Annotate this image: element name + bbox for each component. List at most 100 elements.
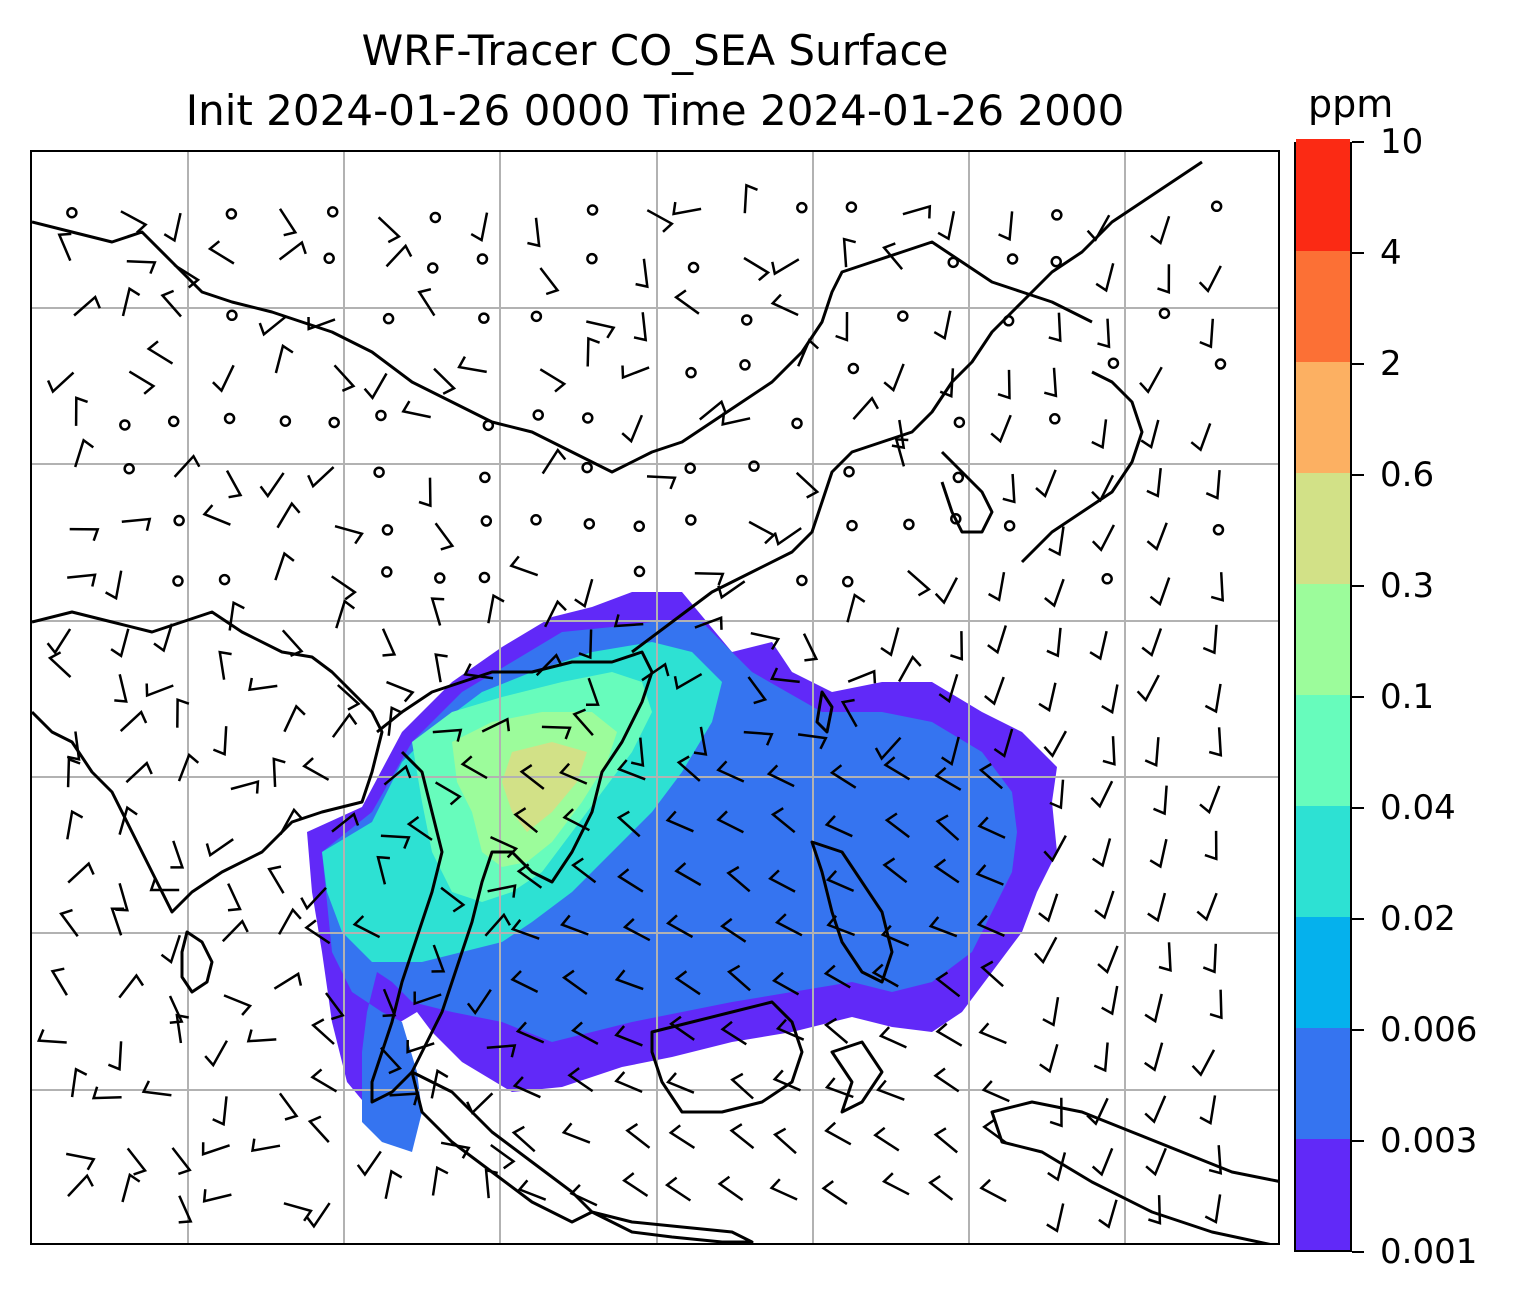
wind-barb: [665, 914, 694, 939]
wind-barb: [716, 810, 744, 834]
wind-barb: [1044, 578, 1065, 608]
wind-barb: [487, 593, 505, 624]
wind-barb: [383, 764, 412, 786]
wind-barb: [535, 653, 563, 677]
wind-barb: [380, 834, 411, 849]
wind-barb: [1086, 214, 1111, 242]
wind-barb: [878, 1026, 907, 1049]
calm-wind-marker: [1003, 520, 1016, 532]
wind-barb: [1139, 366, 1163, 394]
calm-wind-marker: [427, 262, 439, 274]
calm-wind-marker: [382, 312, 395, 325]
wind-barb: [622, 1172, 649, 1197]
wind-barb: [145, 683, 174, 698]
wind-barb: [840, 698, 858, 728]
wind-barb: [1097, 945, 1119, 974]
wind-barb: [1038, 682, 1057, 713]
colorbar-tick-label: 0.04: [1380, 788, 1456, 828]
calm-wind-marker: [633, 565, 646, 578]
wind-barb: [66, 731, 81, 761]
wind-barb: [729, 1123, 755, 1150]
wind-barb: [1157, 264, 1171, 295]
colorbar-tick: [1352, 363, 1364, 365]
wind-barb: [928, 1175, 954, 1201]
wind-barb: [273, 971, 303, 990]
wind-barb: [1048, 312, 1062, 343]
wind-barb: [160, 934, 181, 965]
wind-barb: [898, 654, 922, 683]
wind-barb: [717, 580, 746, 600]
wind-barb: [74, 396, 89, 426]
wind-barb: [976, 914, 1005, 937]
coastline-new-guinea: [990, 1100, 1278, 1243]
wind-barb: [1043, 367, 1058, 398]
wind-barb: [694, 616, 723, 630]
wind-barb: [797, 338, 820, 367]
wind-barb: [126, 1147, 148, 1176]
calm-wind-marker: [1006, 253, 1019, 265]
wind-barb: [569, 1184, 598, 1207]
wind-barb: [1143, 1042, 1164, 1072]
coastline-indochina: [370, 650, 654, 1104]
wind-barb: [560, 914, 589, 936]
wind-barb: [935, 1022, 963, 1047]
wind-barb: [1144, 737, 1160, 768]
wind-barb: [635, 258, 649, 289]
wind-barb: [750, 631, 781, 651]
wind-barb: [173, 454, 201, 478]
wind-barb: [1158, 942, 1172, 972]
wind-barb: [933, 1067, 960, 1093]
wind-barb: [998, 211, 1014, 242]
wind-barb: [1043, 835, 1067, 863]
wind-barb: [766, 764, 795, 788]
wind-barb: [57, 232, 72, 262]
wind-barb: [770, 667, 800, 684]
wind-barb: [440, 1141, 471, 1159]
wind-barb: [993, 728, 1014, 758]
wind-barb: [674, 862, 702, 887]
wind-barb: [511, 1125, 536, 1153]
wind-barb: [70, 1067, 88, 1098]
wind-barb: [1101, 985, 1119, 1016]
wind-barb: [616, 810, 641, 838]
wind-barb: [769, 1178, 798, 1201]
map-subtitle: Init 2024-01-26 0000 Time 2024-01-26 200…: [185, 86, 1125, 135]
wind-barb: [484, 1168, 498, 1199]
calm-wind-marker: [897, 310, 909, 322]
wind-barb: [716, 760, 745, 783]
wind-barb: [1089, 630, 1108, 661]
wind-barb: [519, 764, 545, 790]
wind-barb: [1098, 1199, 1118, 1229]
calm-wind-marker: [582, 412, 594, 424]
wind-barb: [821, 1180, 848, 1205]
calm-wind-marker: [791, 417, 803, 430]
calm-wind-marker: [218, 573, 231, 586]
wind-barb: [881, 1172, 910, 1196]
wind-barb: [539, 368, 567, 393]
wind-barb: [902, 204, 932, 219]
wind-barb: [1047, 1152, 1067, 1182]
colorbar-tick-label: 10: [1380, 122, 1424, 162]
calm-wind-marker: [586, 252, 598, 265]
wind-barb: [990, 414, 1012, 444]
wind-barb: [274, 343, 294, 374]
wind-barb: [512, 1076, 541, 1099]
wind-barb: [674, 970, 701, 996]
colorbar-segment: [1296, 139, 1350, 251]
wind-barb: [110, 628, 130, 658]
calm-wind-marker: [223, 412, 236, 425]
wind-barb: [212, 364, 235, 393]
wind-barb: [621, 414, 644, 444]
wind-barb: [433, 367, 457, 395]
wind-barb: [1202, 624, 1218, 655]
wind-barb: [434, 781, 462, 806]
wind-barb: [73, 295, 101, 317]
calm-wind-marker: [478, 571, 491, 584]
wind-barb: [434, 522, 455, 551]
colorbar-tick: [1352, 474, 1364, 476]
wind-barb: [223, 994, 253, 1016]
wind-barb: [1048, 526, 1065, 557]
coastline-sri-lanka: [180, 930, 214, 994]
calm-wind-marker: [1214, 358, 1227, 370]
wind-barb: [67, 573, 97, 587]
